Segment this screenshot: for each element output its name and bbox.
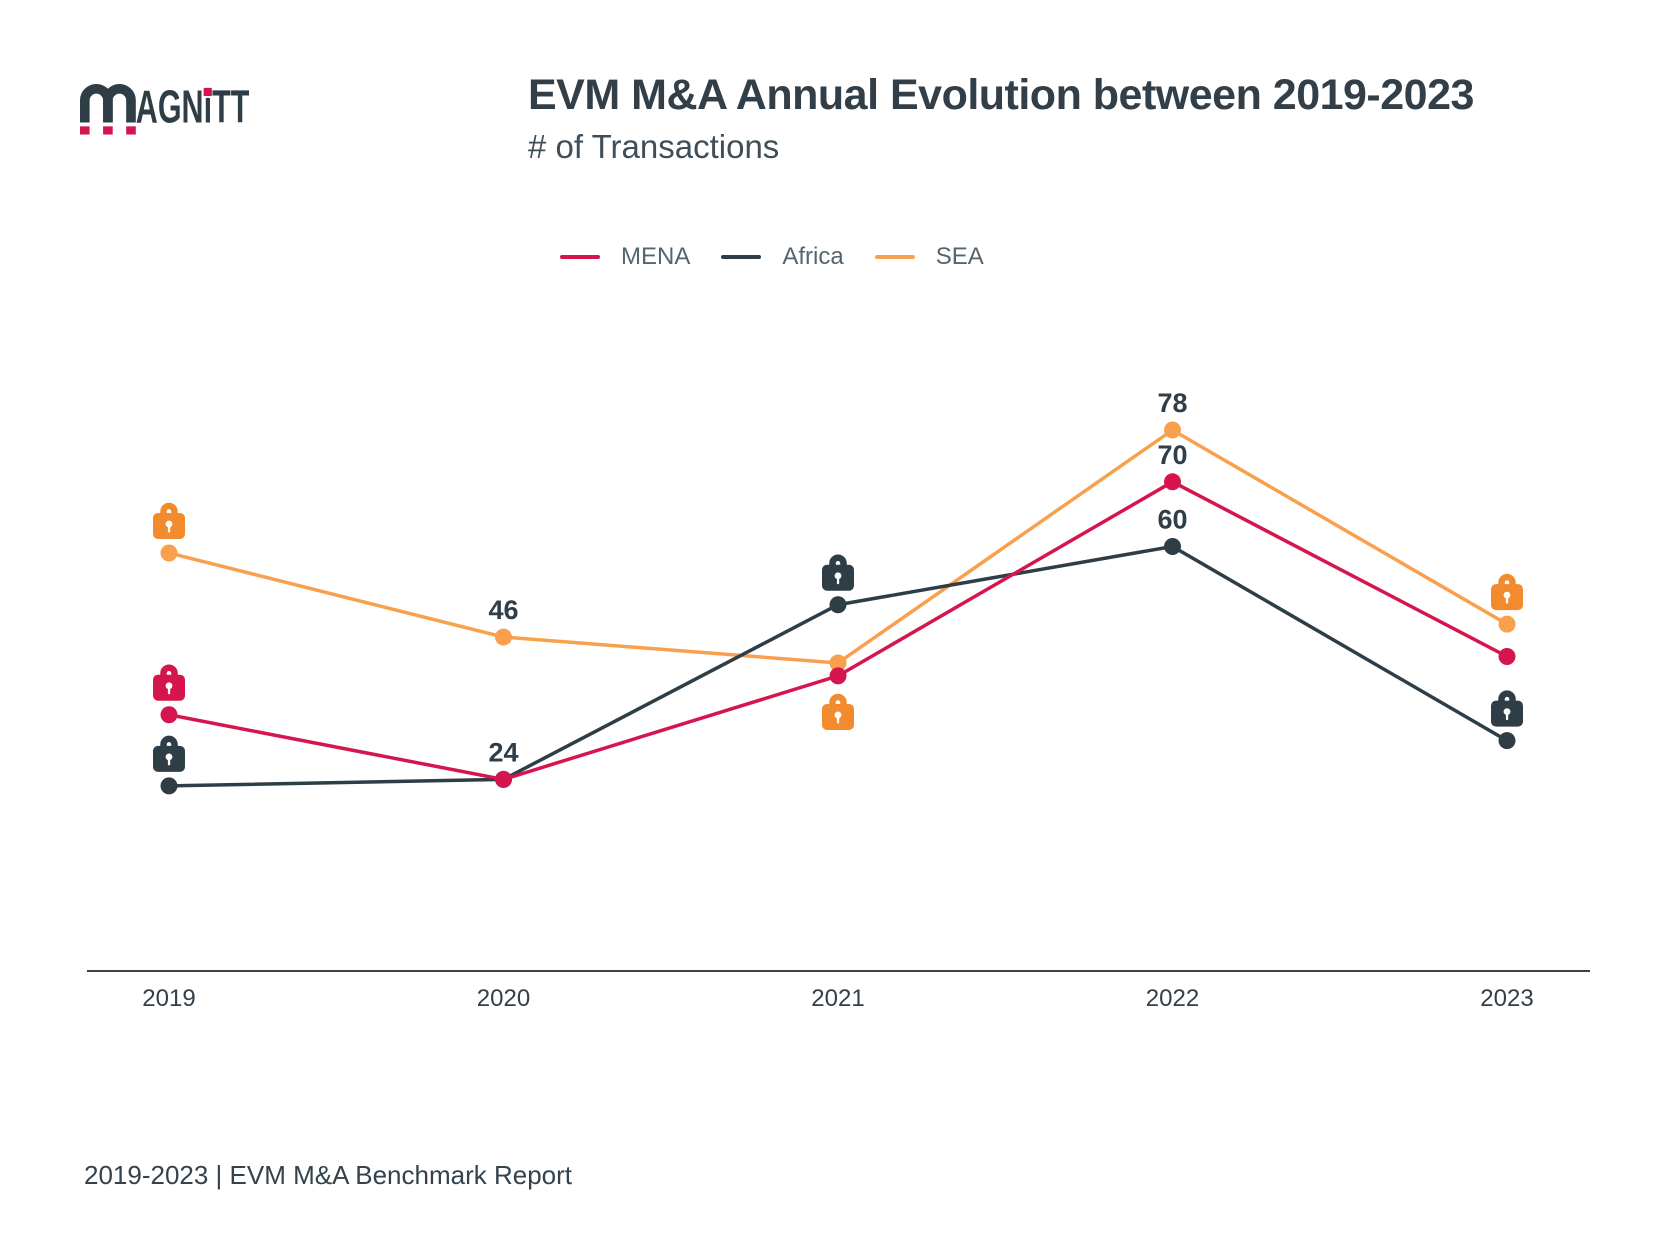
data-point-sea-2019 — [160, 544, 178, 562]
data-point-sea-2021 — [829, 654, 847, 672]
legend-label-africa: Africa — [782, 243, 844, 270]
data-point-africa-2021 — [829, 596, 847, 614]
legend-swatch-africa-icon — [721, 255, 762, 259]
value-label-sea-2020: 46 — [488, 595, 518, 625]
logo-magnet-m — [80, 84, 136, 135]
lock-icon-africa-2019[interactable] — [153, 735, 185, 772]
data-point-africa-2022 — [1164, 538, 1181, 555]
lock-icon-africa-2023[interactable] — [1491, 690, 1523, 727]
lock-icon-africa-2021[interactable] — [822, 554, 854, 591]
data-point-mena-2022 — [1164, 473, 1181, 491]
value-label-sea-2022: 78 — [1157, 388, 1187, 418]
data-point-africa-2023 — [1498, 732, 1516, 750]
data-point-mena-2023 — [1498, 647, 1516, 665]
lock-icon-sea-2023[interactable] — [1491, 573, 1523, 611]
legend-item-africa: Africa — [721, 243, 844, 271]
legend-label-sea: SEA — [935, 243, 984, 270]
x-tick-2019: 2019 — [142, 985, 195, 1012]
legend-item-mena: MENA — [560, 243, 690, 271]
chart-subtitle: # of Transactions — [528, 128, 780, 166]
x-tick-2020: 2020 — [477, 985, 530, 1012]
header: EVM M&A Annual Evolution between 2019-20… — [528, 71, 1474, 166]
data-point-sea-2022 — [1164, 421, 1181, 439]
logo-i-dot — [203, 87, 212, 97]
value-label-mena-2022: 70 — [1157, 440, 1187, 470]
data-point-sea-2023 — [1498, 615, 1516, 633]
legend-swatch-sea-icon — [874, 255, 915, 259]
x-tick-2022: 2022 — [1146, 985, 1199, 1012]
chart-line-sea — [168, 427, 1508, 665]
footer-caption: 2019-2023 | EVM M&A Benchmark Report — [84, 1160, 572, 1190]
legend-label-mena: MENA — [621, 243, 691, 270]
data-point-sea-2020 — [495, 628, 512, 646]
legend-swatch-mena-icon — [560, 255, 600, 259]
data-point-mena-2019 — [160, 706, 178, 724]
data-point-mena-2021 — [829, 667, 847, 685]
lock-icon-mena-2019[interactable] — [153, 664, 185, 701]
x-tick-2023: 2023 — [1480, 985, 1533, 1012]
chart-line-mena — [168, 479, 1508, 782]
chart-title: EVM M&A Annual Evolution between 2019-20… — [528, 71, 1474, 119]
magnitt-logo: AGNıTT — [80, 84, 250, 135]
logo-letters: AGNıTT — [136, 84, 250, 133]
x-tick-2021: 2021 — [811, 985, 864, 1012]
value-label-mena-2020: 24 — [488, 737, 518, 767]
data-point-mena-2020 — [495, 770, 512, 788]
value-label-africa-2022: 60 — [1157, 505, 1187, 535]
chart-legend: MENA Africa SEA — [560, 243, 1015, 271]
lock-icon-sea-2019[interactable] — [153, 502, 185, 539]
lock-icon-sea-2021[interactable] — [822, 693, 854, 730]
legend-item-sea: SEA — [874, 243, 984, 271]
data-point-africa-2019 — [160, 777, 178, 795]
